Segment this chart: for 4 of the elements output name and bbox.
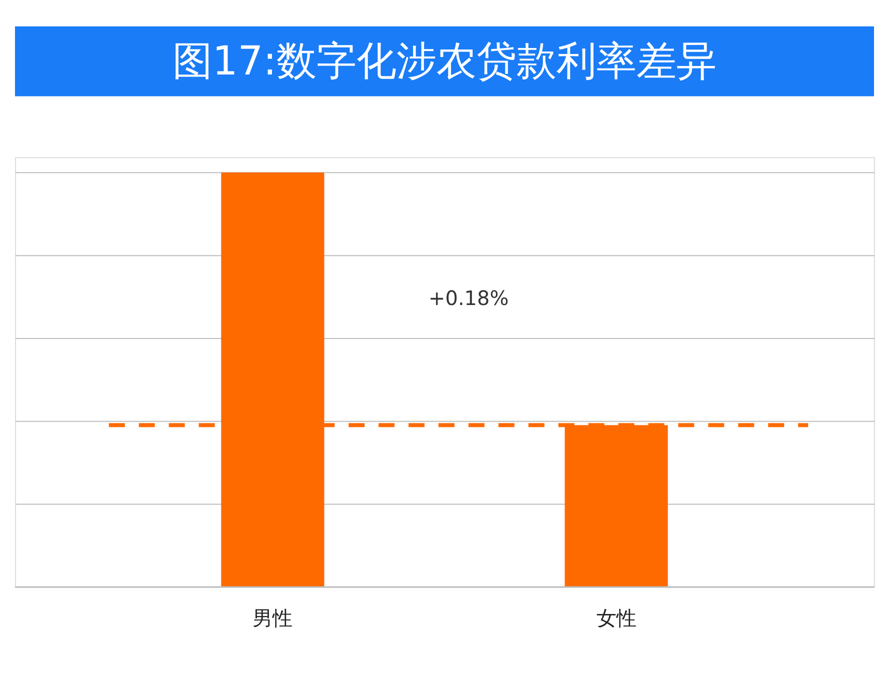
chart-title: 图17:数字化涉农贷款利率差异 xyxy=(172,38,717,84)
annotation: +0.18% xyxy=(428,286,509,310)
x-tick-label: 女性 xyxy=(596,606,636,630)
x-tick-label: 男性 xyxy=(252,606,293,630)
